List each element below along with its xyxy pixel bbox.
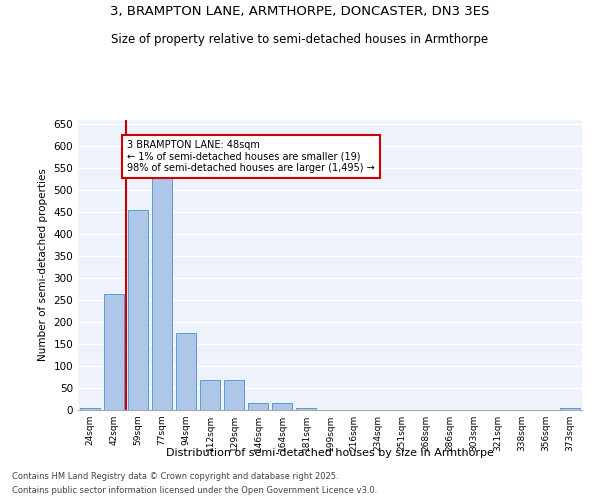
Bar	[248, 404, 268, 410]
Text: Size of property relative to semi-detached houses in Armthorpe: Size of property relative to semi-detach…	[112, 32, 488, 46]
Bar	[128, 210, 148, 410]
Text: Distribution of semi-detached houses by size in Armthorpe: Distribution of semi-detached houses by …	[166, 448, 494, 458]
Bar	[296, 408, 316, 410]
Text: Contains HM Land Registry data © Crown copyright and database right 2025.: Contains HM Land Registry data © Crown c…	[12, 472, 338, 481]
Text: 3 BRAMPTON LANE: 48sqm
← 1% of semi-detached houses are smaller (19)
98% of semi: 3 BRAMPTON LANE: 48sqm ← 1% of semi-deta…	[127, 140, 375, 173]
Y-axis label: Number of semi-detached properties: Number of semi-detached properties	[38, 168, 48, 362]
Bar	[152, 174, 172, 410]
Text: 3, BRAMPTON LANE, ARMTHORPE, DONCASTER, DN3 3ES: 3, BRAMPTON LANE, ARMTHORPE, DONCASTER, …	[110, 5, 490, 18]
Bar	[200, 380, 220, 410]
Bar	[560, 408, 580, 410]
Bar	[176, 333, 196, 410]
Bar	[224, 380, 244, 410]
Text: Contains public sector information licensed under the Open Government Licence v3: Contains public sector information licen…	[12, 486, 377, 495]
Bar	[80, 408, 100, 410]
Bar	[104, 294, 124, 410]
Bar	[272, 404, 292, 410]
